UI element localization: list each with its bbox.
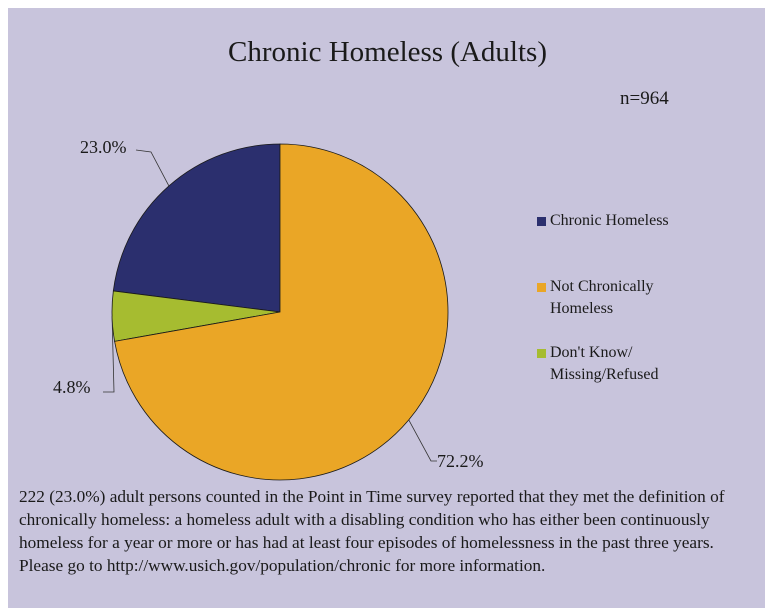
pie-slice-chronic-homeless xyxy=(112,143,281,313)
leader-line-dont-know xyxy=(103,316,115,393)
legend-swatch xyxy=(537,217,546,226)
data-label-not-chronically-homeless: 72.2% xyxy=(437,451,484,471)
pie-slice-not-chronically-homeless xyxy=(114,143,449,481)
legend-label: Don't Know/ Missing/Refused xyxy=(550,344,659,383)
legend-item-dont-know: Don't Know/ Missing/Refused xyxy=(537,342,658,386)
legend-item-chronic-homeless: Chronic Homeless xyxy=(537,210,669,232)
chart-title: Chronic Homeless (Adults) xyxy=(228,36,547,68)
legend-item-not-chronically-homeless: Not Chronically Homeless xyxy=(537,276,654,320)
legend-label: Not Chronically Homeless xyxy=(550,278,654,317)
leader-line-not-chronically-homeless xyxy=(408,419,437,462)
legend-label: Chronic Homeless xyxy=(550,212,669,229)
leader-line-chronic-homeless xyxy=(135,149,170,187)
chart-description: 222 (23.0%) adult persons counted in the… xyxy=(19,485,764,577)
data-label-dont-know: 4.8% xyxy=(53,377,91,397)
more-info-line: Please go to http://www.usich.gov/popula… xyxy=(19,556,546,575)
data-label-chronic-homeless: 23.0% xyxy=(80,137,127,157)
description-paragraph: 222 (23.0%) adult persons counted in the… xyxy=(19,487,725,552)
legend-swatch xyxy=(537,349,546,358)
legend-swatch xyxy=(537,283,546,292)
sample-size-label: n=964 xyxy=(620,88,669,109)
